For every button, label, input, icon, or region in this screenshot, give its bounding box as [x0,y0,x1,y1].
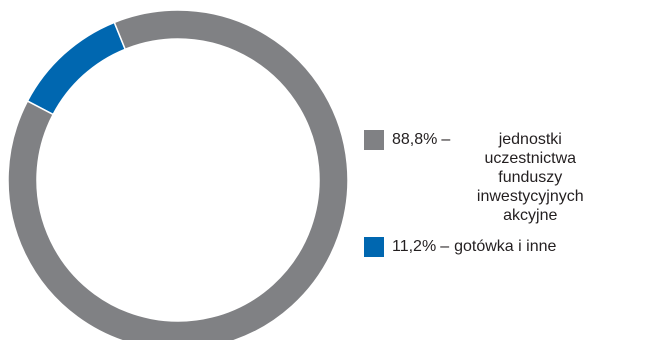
legend-value-equity-funds: 88,8% [392,131,438,148]
legend-swatch-cash [364,237,384,257]
legend-separator: – [441,131,451,148]
legend-value-cash: 11,2% [392,238,437,255]
donut-slice-equity-funds [7,9,349,340]
legend-separator: – [440,238,450,255]
donut-chart-svg [7,9,349,340]
donut-slice-cash [26,21,127,116]
legend-swatch-equity-funds [364,130,384,150]
legend-item-equity-funds: 88,8% – jednostki uczestnictwa funduszy … [364,130,654,225]
chart-legend: 88,8% – jednostki uczestnictwa funduszy … [364,130,654,269]
legend-label-equity-funds: jednostki uczestnictwa funduszy inwestyc… [476,131,584,224]
legend-label-cash: gotówka i inne [454,238,557,255]
legend-item-cash: 11,2% – gotówka i inne [364,237,654,257]
